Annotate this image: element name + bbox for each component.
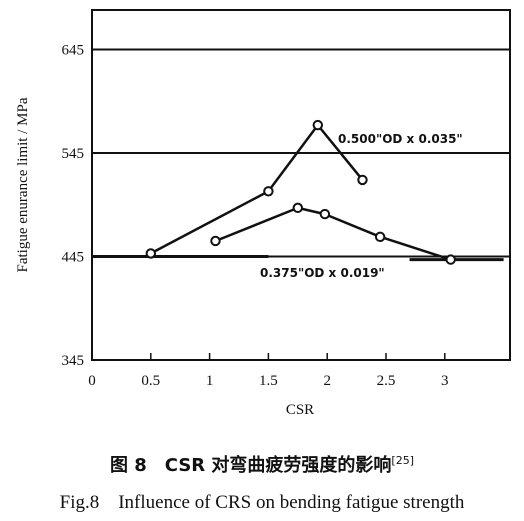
data-point xyxy=(147,249,155,257)
data-point xyxy=(294,204,302,212)
caption-chinese-text: 图 8 CSR 对弯曲疲劳强度的影响 xyxy=(110,455,391,476)
x-axis-label: CSR xyxy=(286,402,314,418)
x-tick-label: 0.5 xyxy=(141,373,160,389)
series-line-1 xyxy=(151,125,363,253)
plot-frame xyxy=(92,10,510,360)
data-point xyxy=(314,121,322,129)
y-tick-label: 445 xyxy=(62,250,85,266)
y-tick-label: 645 xyxy=(62,43,85,59)
caption-english: Fig.8 Influence of CRS on bending fatigu… xyxy=(0,487,524,514)
series-label-0375: 0.375"OD x 0.019" xyxy=(260,266,385,280)
x-tick-label: 1.5 xyxy=(259,373,278,389)
x-tick-label: 0 xyxy=(88,373,96,389)
x-tick-label: 1 xyxy=(206,373,214,389)
caption-reference: [25] xyxy=(391,454,414,467)
data-point xyxy=(358,176,366,184)
y-tick-label: 545 xyxy=(62,146,85,162)
data-point xyxy=(264,187,272,195)
grid-lines xyxy=(92,50,510,257)
data-point xyxy=(376,233,384,241)
series-label-0500: 0.500"OD x 0.035" xyxy=(338,132,463,146)
data-point xyxy=(211,237,219,245)
x-tick-label: 2.5 xyxy=(377,373,396,389)
series-line-2 xyxy=(216,208,451,260)
y-axis-label: Fatigue enurance limit / MPa xyxy=(15,97,31,272)
data-point xyxy=(446,255,454,263)
x-tick-label: 2 xyxy=(323,373,331,389)
data-point xyxy=(321,210,329,218)
fatigue-chart: 0 0.5 1 1.5 2 2.5 3 345 445 545 645 CSR Fatigue e… xyxy=(0,0,524,440)
x-axis-ticks: 0 0.5 1 1.5 2 2.5 3 xyxy=(88,353,448,389)
x-tick-label: 3 xyxy=(441,373,449,389)
caption-chinese: 图 8 CSR 对弯曲疲劳强度的影响[25] xyxy=(0,451,524,477)
y-tick-label: 345 xyxy=(62,353,85,369)
